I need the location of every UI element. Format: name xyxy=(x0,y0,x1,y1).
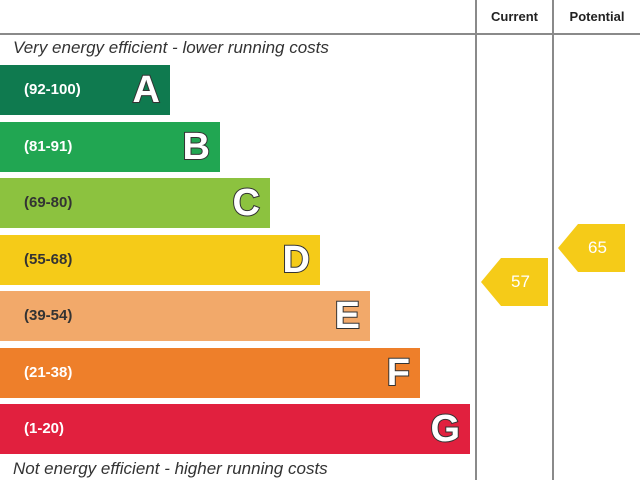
potential-arrow-shape xyxy=(558,224,625,272)
divider-potential xyxy=(552,0,554,480)
current-column-header: Current xyxy=(491,9,538,24)
current-rating-arrow: 57 xyxy=(481,258,548,306)
band-c: (69-80) C xyxy=(0,178,270,228)
band-a: (92-100) A xyxy=(0,65,170,115)
potential-column-header: Potential xyxy=(569,9,625,24)
band-g: (1-20) G xyxy=(0,404,470,454)
band-letter: F xyxy=(386,351,411,395)
header-divider xyxy=(0,33,640,35)
band-letter: G xyxy=(429,407,461,451)
band-letter: E xyxy=(334,294,361,338)
band-range-label: (39-54) xyxy=(24,307,73,324)
divider-current xyxy=(475,0,477,480)
band-range-label: (81-91) xyxy=(24,137,73,155)
band-d: (55-68) D xyxy=(0,234,320,285)
bottom-caption: Not energy efficient - higher running co… xyxy=(13,459,328,478)
band-letter: D xyxy=(282,238,311,282)
potential-rating-arrow: 65 xyxy=(558,224,625,272)
top-caption: Very energy efficient - lower running co… xyxy=(13,38,329,57)
band-b: (81-91) B xyxy=(0,121,220,172)
band-letter: B xyxy=(182,125,211,169)
band-range-label: (55-68) xyxy=(24,250,73,268)
potential-rating-value: 65 xyxy=(588,238,607,257)
band-range-label: (92-100) xyxy=(24,81,81,98)
band-e: (39-54) E xyxy=(0,291,370,341)
current-arrow-shape xyxy=(481,258,548,306)
band-f: (21-38) F xyxy=(0,347,420,398)
current-rating-value: 57 xyxy=(511,272,530,291)
band-range-label: (1-20) xyxy=(24,420,65,437)
band-letter: A xyxy=(132,68,161,112)
band-range-label: (69-80) xyxy=(24,194,73,211)
band-range-label: (21-38) xyxy=(24,363,73,381)
band-letter: C xyxy=(232,181,261,225)
